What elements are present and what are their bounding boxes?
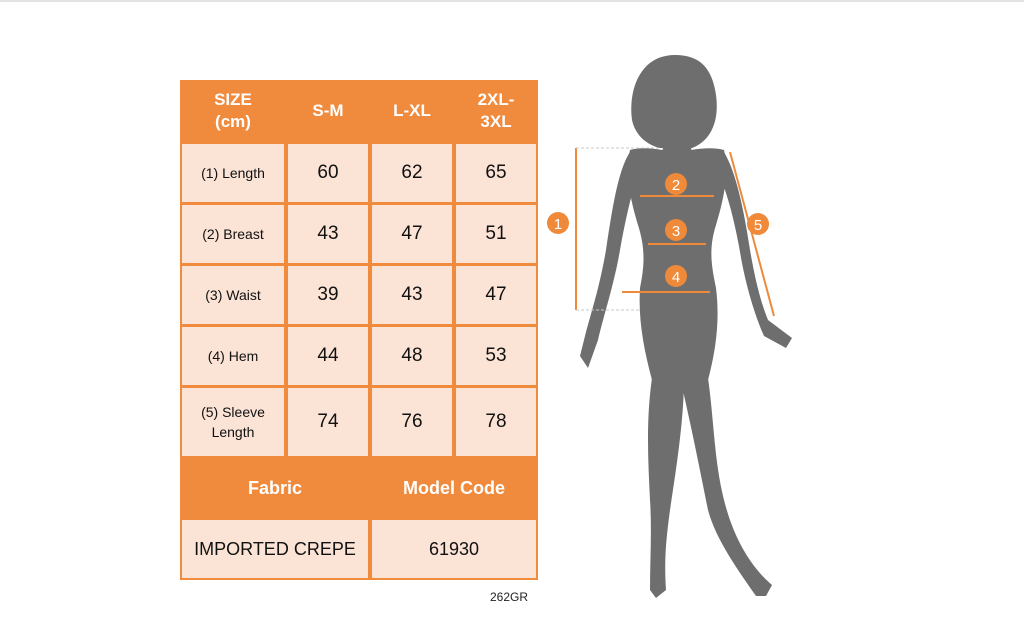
silhouette <box>580 55 792 598</box>
table-cell: 43 <box>288 205 368 263</box>
table-cell: 78 <box>456 388 536 456</box>
table-cell: 53 <box>456 327 536 385</box>
marker-1: 1 <box>547 212 569 234</box>
marker-4: 4 <box>665 265 687 287</box>
model-code-header: Model Code <box>403 478 505 498</box>
footer-code: 262GR <box>490 590 529 604</box>
row-label-sleeve-length: (5) Sleeve Length <box>182 388 284 456</box>
svg-text:4: 4 <box>672 269 680 286</box>
body-measurement-figure: 1 2 3 4 5 <box>547 55 792 598</box>
table-cell: 48 <box>372 327 452 385</box>
guide-dashes <box>576 147 660 311</box>
size-col-s-m: S-M <box>312 101 344 120</box>
svg-text:3: 3 <box>672 223 680 240</box>
table-cell: 60 <box>288 144 368 202</box>
size-col-2xl-3xl: 2XL- 3XL <box>477 90 515 131</box>
size-chart-table: SIZE (cm) S-M L-XL 2XL- 3XL (1) Length 6… <box>180 80 538 580</box>
top-divider <box>0 0 1024 2</box>
size-header: SIZE (cm) <box>214 90 252 131</box>
row-label-length: (1) Length <box>182 144 284 202</box>
table-cell: 43 <box>372 266 452 324</box>
measurement-guides <box>575 148 775 317</box>
table-cell: 39 <box>288 266 368 324</box>
row-label-hem: (4) Hem <box>182 327 284 385</box>
table-cell: 74 <box>288 388 368 456</box>
table-cell: 44 <box>288 327 368 385</box>
table-cell: 65 <box>456 144 536 202</box>
marker-3: 3 <box>665 219 687 241</box>
marker-5: 5 <box>747 213 769 235</box>
sleeve-guide <box>729 151 775 317</box>
table-cell: 62 <box>372 144 452 202</box>
size-col-l-xl: L-XL <box>393 101 431 120</box>
table-cell: 76 <box>372 388 452 456</box>
row-label-waist: (3) Waist <box>182 266 284 324</box>
fabric-value: IMPORTED CREPE <box>182 520 368 578</box>
row-label-breast: (2) Breast <box>182 205 284 263</box>
table-cell: 51 <box>456 205 536 263</box>
marker-2: 2 <box>665 173 687 195</box>
svg-text:5: 5 <box>754 217 762 234</box>
svg-text:1: 1 <box>554 216 562 233</box>
fabric-header: Fabric <box>247 478 303 498</box>
model-code-value: 61930 <box>372 520 536 578</box>
svg-text:2: 2 <box>672 177 680 194</box>
table-cell: 47 <box>456 266 536 324</box>
table-cell: 47 <box>372 205 452 263</box>
